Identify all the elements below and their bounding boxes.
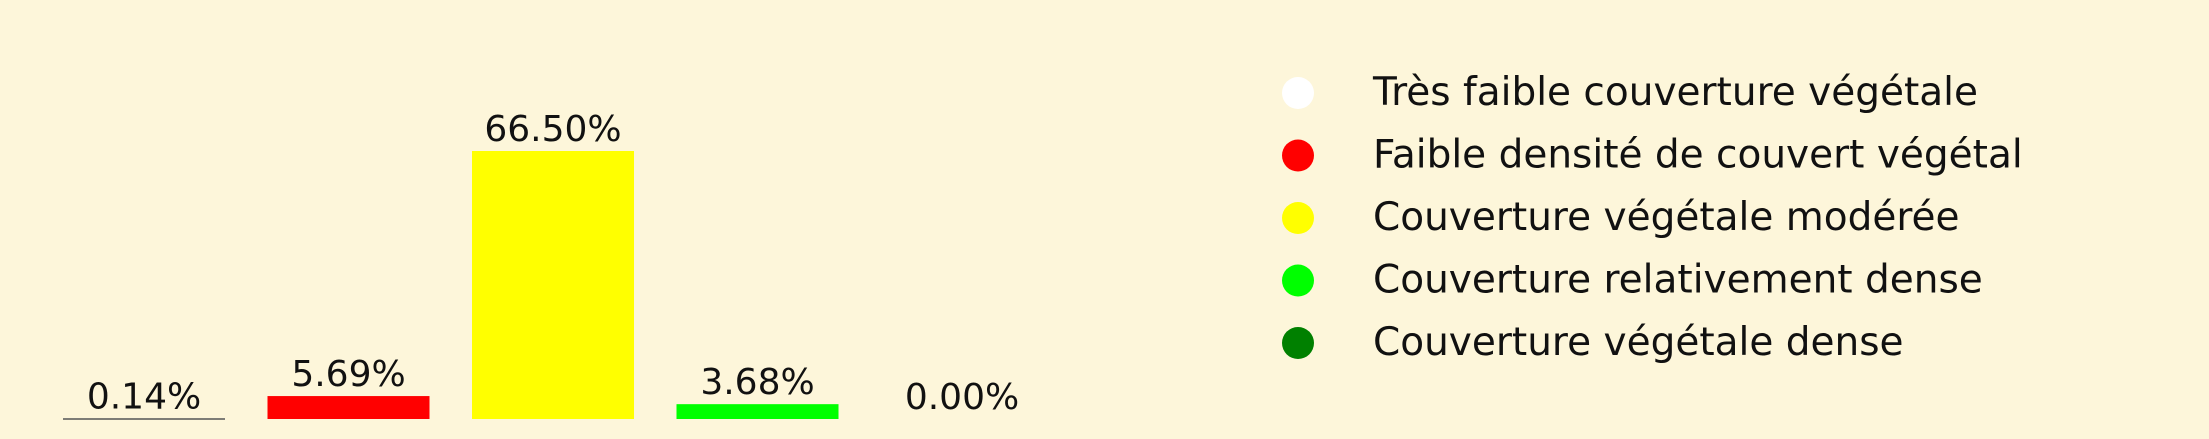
legend-marker [1282,139,1314,172]
legend-label: Couverture végétale dense [1373,320,1904,365]
legend-marker [1282,327,1314,359]
legend-marker [1282,202,1314,234]
data-label: 0.14% [87,376,201,417]
data-label: 5.69% [291,354,405,395]
data-label: 66.50% [484,109,621,150]
legend-label: Couverture végétale modérée [1373,195,1960,240]
data-label: 0.00% [905,377,1019,418]
bar-3 [472,151,634,419]
legend-label: Couverture relativement dense [1373,258,1983,303]
bar-2 [267,396,430,419]
legend-label: Faible densité de couvert végétal [1373,133,2023,178]
legend-marker [1282,77,1314,109]
bar-4 [676,404,839,419]
legend-label: Très faible couverture végétale [1372,70,1978,115]
legend-marker [1282,264,1314,297]
data-label: 3.68% [700,362,814,403]
